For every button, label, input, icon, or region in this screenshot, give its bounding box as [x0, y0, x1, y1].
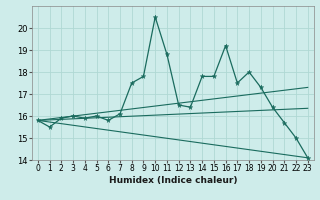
X-axis label: Humidex (Indice chaleur): Humidex (Indice chaleur) — [108, 176, 237, 185]
